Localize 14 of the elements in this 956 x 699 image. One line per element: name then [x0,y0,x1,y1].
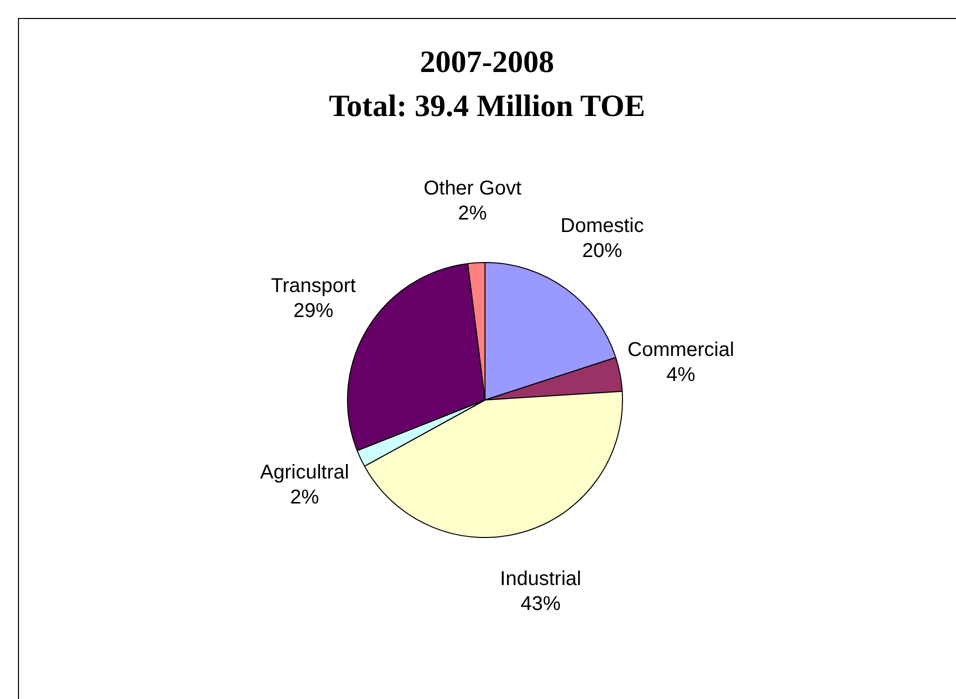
slice-label: Commercial [628,339,734,362]
data-label: 4% [666,364,696,386]
slice-label: Transport [270,275,356,298]
chart-title: 2007-2008 [420,44,554,80]
slice-label: Domestic [560,215,644,238]
data-label: 2% [290,486,320,508]
data-label: 29% [293,300,334,322]
data-label: 2% [458,202,488,225]
slice-label: Other Govt [424,178,522,200]
slice-label: Agricultral [260,461,350,484]
data-label: 20% [582,240,622,262]
data-label: 43% [520,592,561,615]
slice-label: Industrial [500,568,582,590]
chart-subtitle: Total: 39.4 Million TOE [328,88,646,124]
